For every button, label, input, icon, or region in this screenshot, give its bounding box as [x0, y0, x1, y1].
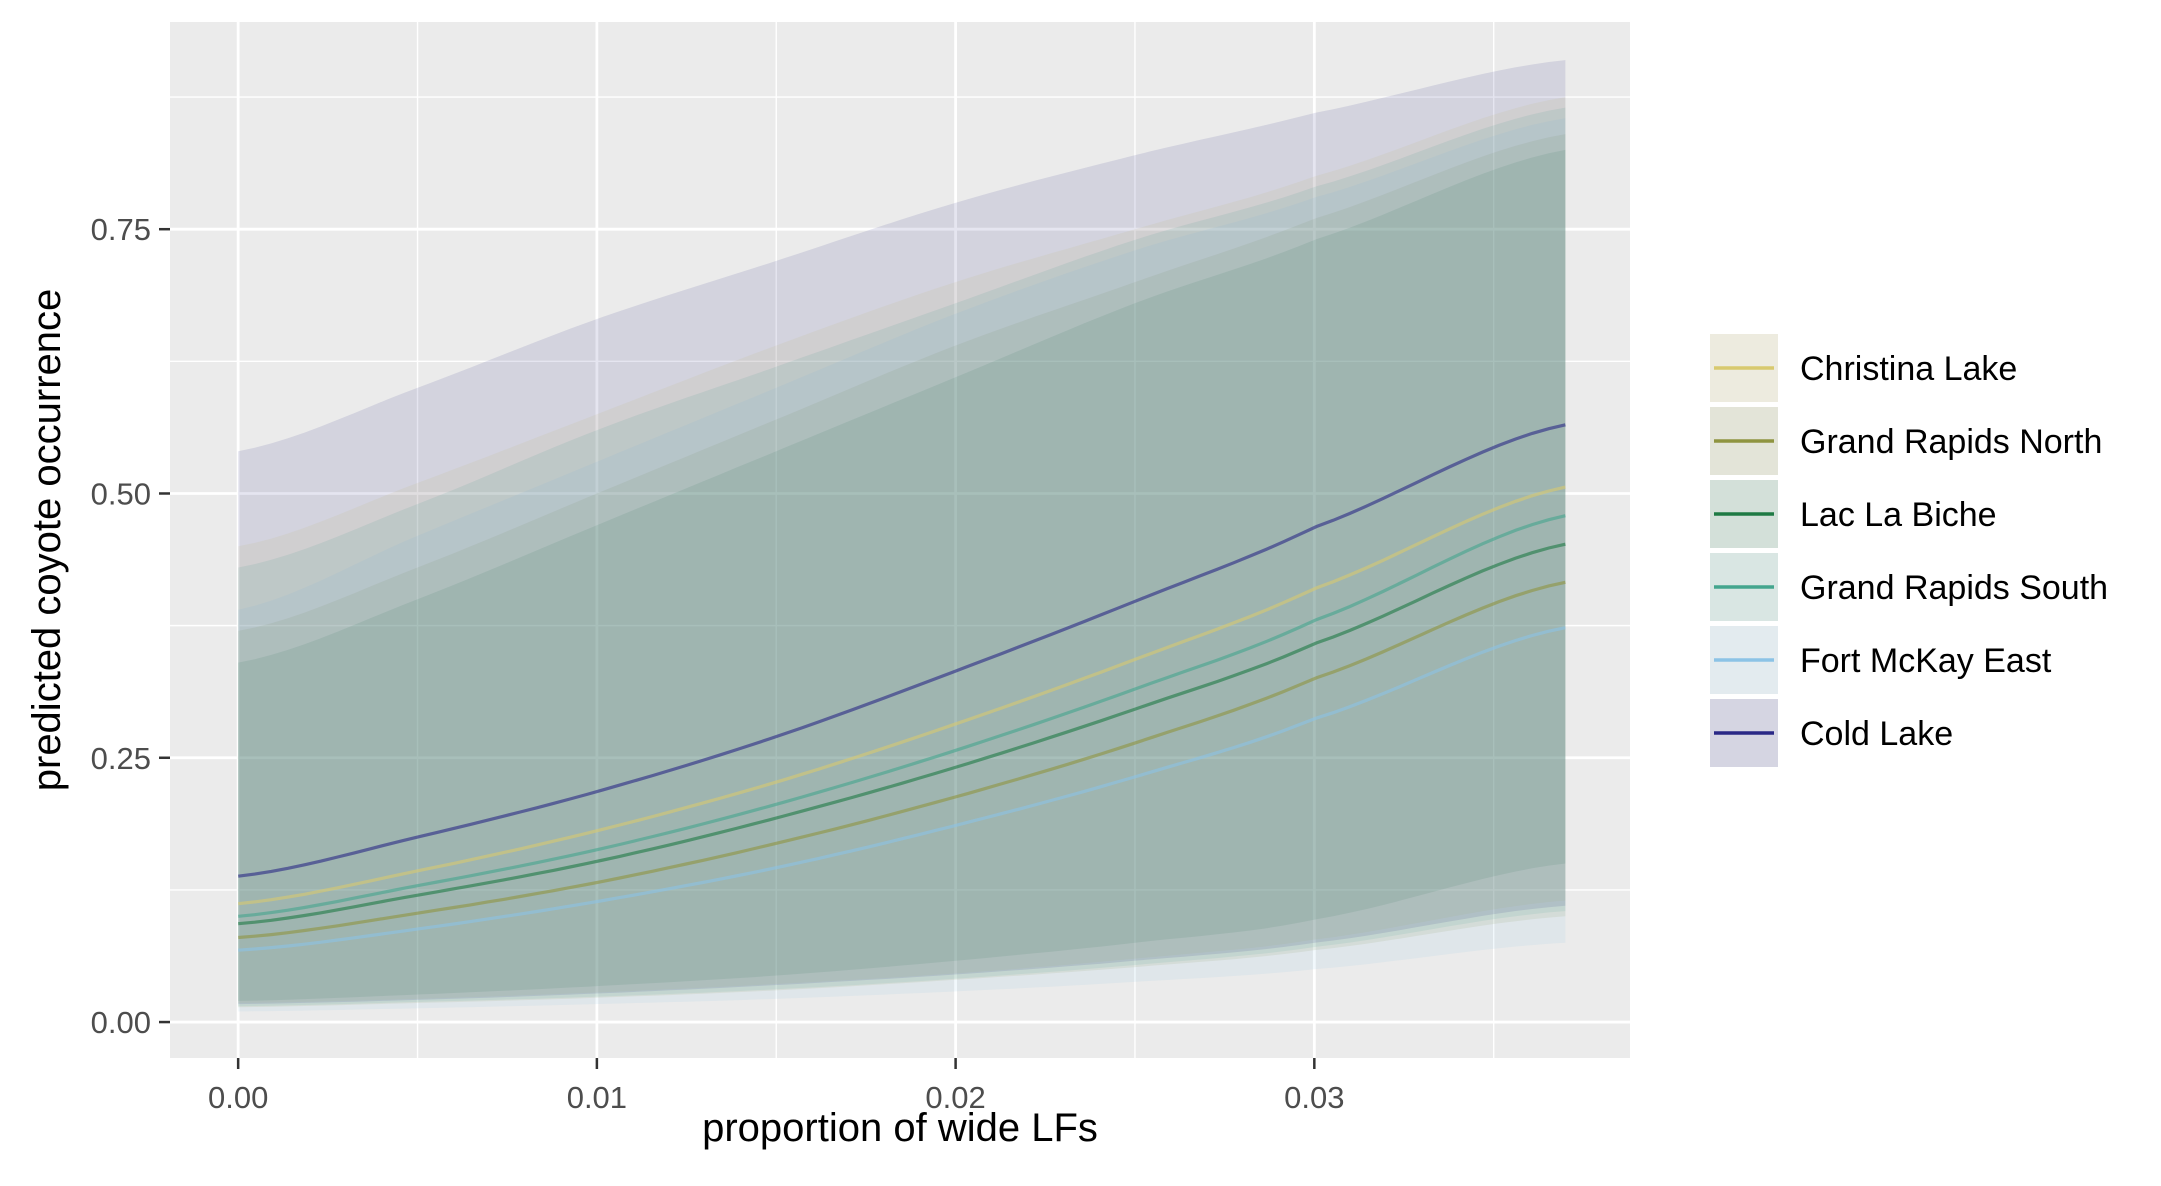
- y-tick-label: 0.00: [91, 1005, 151, 1040]
- y-axis-title: predicted coyote occurrence: [25, 289, 69, 792]
- legend-label: Lac La Biche: [1800, 496, 1997, 534]
- confidence-band: [238, 60, 1566, 1005]
- confidence-band: [238, 97, 1566, 1004]
- legend-label: Grand Rapids South: [1800, 569, 2108, 607]
- y-tick-label: 0.50: [91, 476, 151, 511]
- series-lines: [237, 423, 1566, 952]
- series-line: [238, 626, 1566, 952]
- x-tick-label: 0.02: [925, 1080, 985, 1115]
- series-line: [238, 580, 1566, 940]
- confidence-band: [238, 118, 1566, 1012]
- legend-label: Fort McKay East: [1800, 642, 2052, 680]
- grid-lines: [170, 22, 1630, 1058]
- confidence-bands: [238, 60, 1566, 1012]
- legend-label: Christina Lake: [1800, 350, 2017, 388]
- y-tick-label: 0.75: [91, 212, 151, 247]
- x-tick-label: 0.01: [567, 1080, 627, 1115]
- x-axis-title: proportion of wide LFs: [702, 1106, 1098, 1150]
- series-line: [238, 542, 1566, 926]
- y-tick-label: 0.25: [91, 741, 151, 776]
- legend-label: Grand Rapids North: [1800, 423, 2102, 461]
- series-line: [238, 514, 1566, 918]
- axes: 0.00 0.01 0.02 0.03 0.00 0.25 0.50 0.75: [91, 212, 1345, 1115]
- legend-label: Cold Lake: [1800, 715, 1953, 753]
- series-line: [237, 423, 1566, 878]
- confidence-band: [238, 134, 1566, 1008]
- confidence-band: [238, 149, 1566, 1001]
- confidence-band: [238, 107, 1566, 1007]
- series-line: [238, 485, 1566, 906]
- legend: Christina Lake Grand Rapids North Lac La B…: [1710, 334, 2108, 767]
- x-tick-label: 0.00: [208, 1080, 268, 1115]
- x-tick-label: 0.03: [1284, 1080, 1344, 1115]
